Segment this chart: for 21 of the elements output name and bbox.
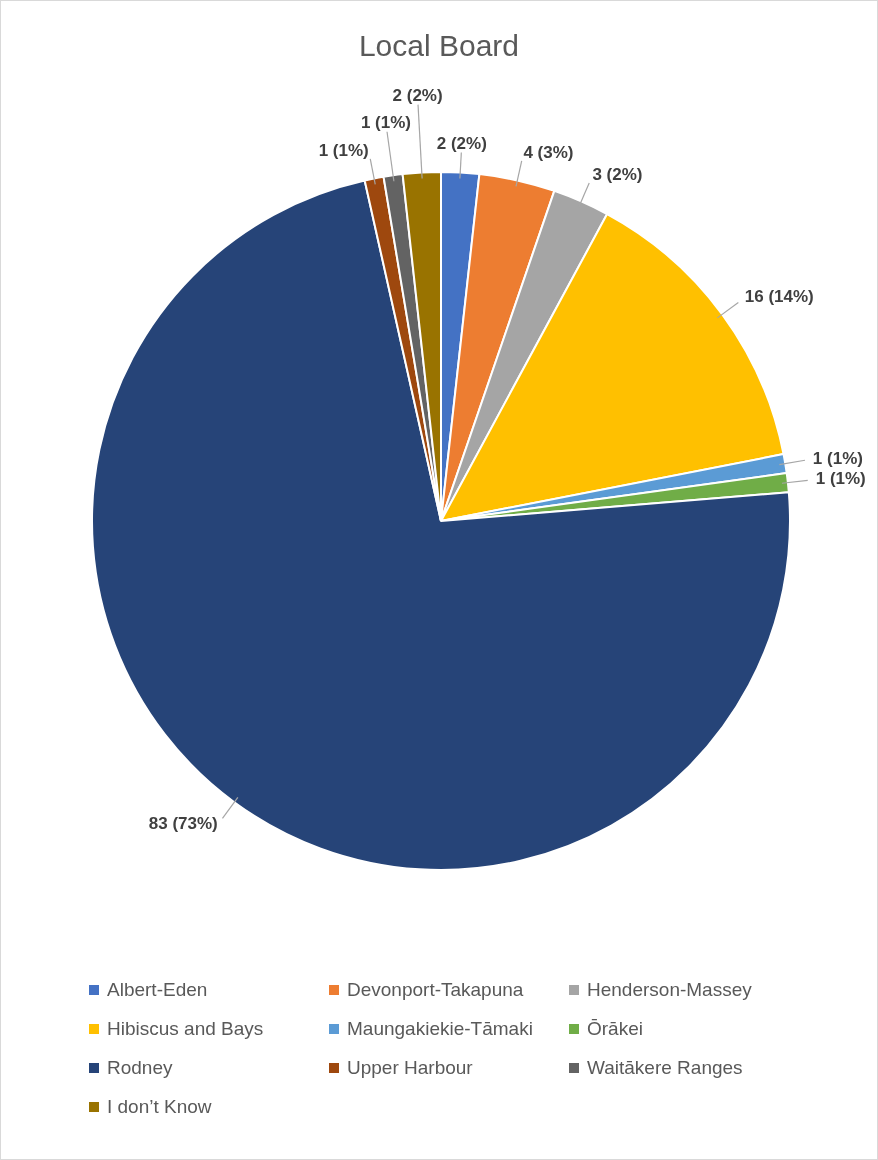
legend-label: Albert-Eden: [107, 979, 208, 1001]
legend-label: Rodney: [107, 1057, 173, 1079]
data-label: 2 (2%): [436, 134, 487, 154]
data-label: 1 (1%): [318, 140, 369, 160]
data-label: 3 (2%): [592, 165, 643, 185]
data-label: 4 (3%): [523, 142, 574, 162]
legend-label: I don’t Know: [107, 1096, 212, 1118]
data-label: 1 (1%): [360, 113, 411, 133]
legend-label: Upper Harbour: [347, 1057, 473, 1079]
data-label: 1 (1%): [812, 448, 863, 468]
legend-label: Hibiscus and Bays: [107, 1018, 264, 1040]
data-label: 1 (1%): [815, 469, 866, 489]
data-label: 2 (2%): [392, 86, 443, 106]
data-label: 83 (73%): [148, 814, 218, 834]
legend-label: Maungakiekie-Tāmaki: [347, 1018, 533, 1040]
legend-label: Ōrākei: [587, 1018, 643, 1040]
chart-title: Local Board: [357, 29, 521, 63]
legend-label: Devonport-Takapuna: [347, 979, 524, 1001]
data-label: 16 (14%): [744, 287, 814, 307]
legend-label: Henderson-Massey: [587, 979, 752, 1001]
legend-label: Waitākere Ranges: [587, 1057, 743, 1079]
